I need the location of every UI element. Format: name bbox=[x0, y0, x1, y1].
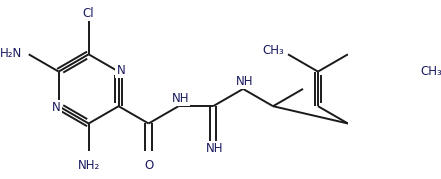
Text: NH: NH bbox=[172, 92, 189, 105]
Text: Cl: Cl bbox=[83, 7, 94, 20]
Text: NH: NH bbox=[206, 142, 224, 155]
Text: CH₃: CH₃ bbox=[263, 44, 284, 57]
Text: N: N bbox=[117, 64, 125, 77]
Text: N: N bbox=[52, 101, 61, 114]
Text: NH₂: NH₂ bbox=[78, 159, 100, 172]
Text: CH₃: CH₃ bbox=[420, 65, 441, 78]
Text: H₂N: H₂N bbox=[0, 47, 22, 60]
Text: NH: NH bbox=[236, 75, 254, 88]
Text: O: O bbox=[144, 159, 153, 171]
